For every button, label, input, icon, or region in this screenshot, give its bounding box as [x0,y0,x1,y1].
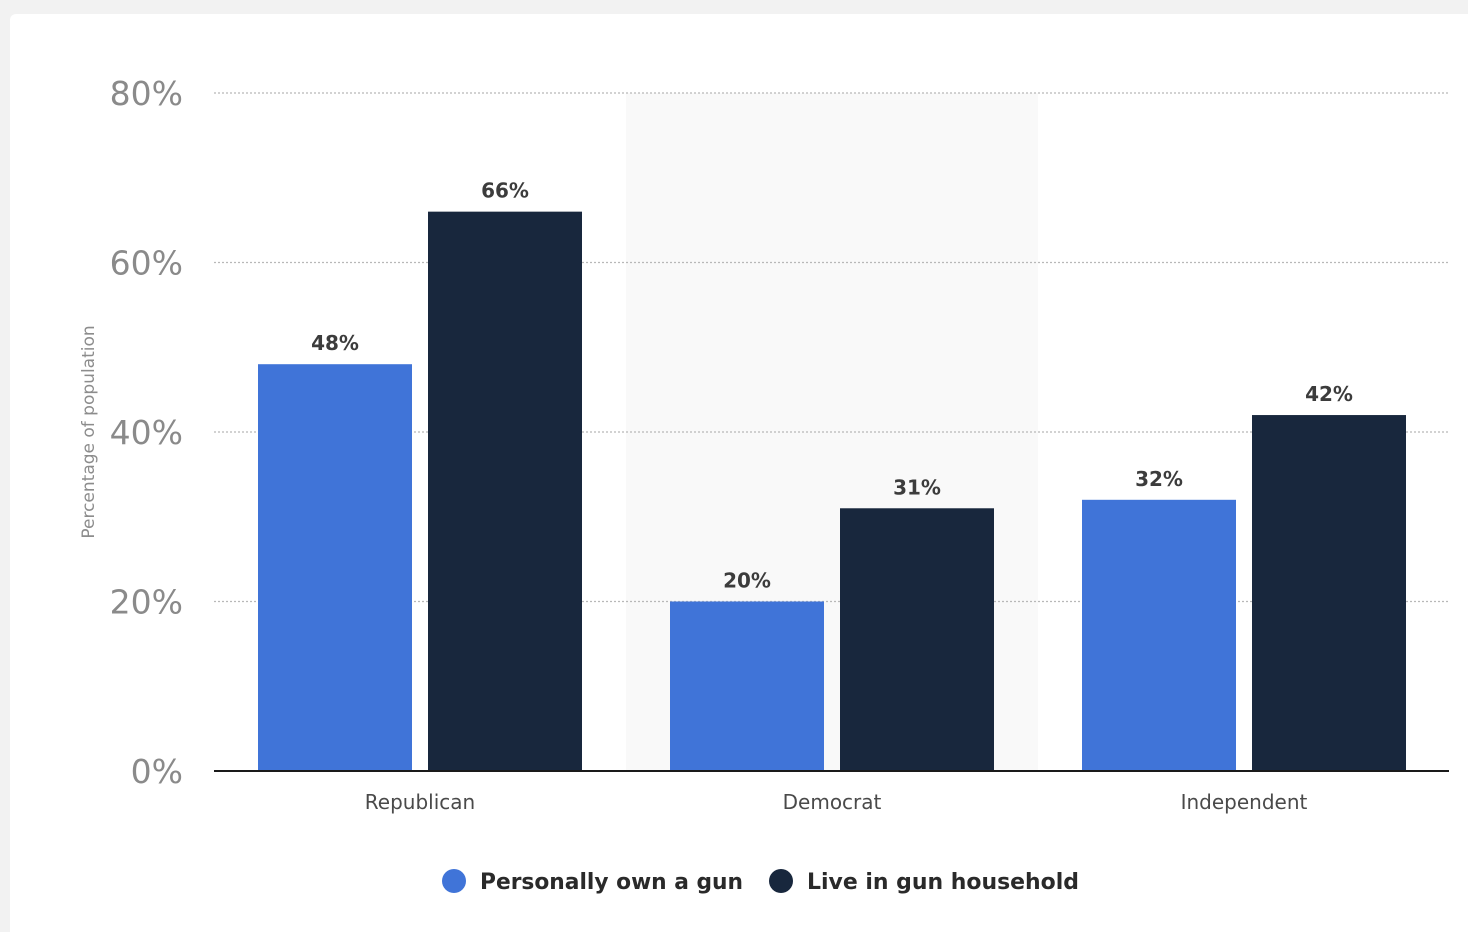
y-axis-title: Percentage of population [79,325,99,538]
bar-independent-own[interactable] [1082,499,1236,771]
y-tick-label: 0% [131,752,183,791]
bar-value-label: 31% [893,475,941,499]
legend-marker [442,869,466,893]
bar-republican-own[interactable] [258,364,412,771]
y-tick-label: 20% [110,583,183,622]
bar-value-label: 42% [1305,382,1353,406]
bar-value-label: 32% [1135,467,1183,491]
x-category-label: Democrat [783,790,882,814]
bar-independent-household[interactable] [1252,415,1406,771]
bar-value-label: 48% [311,331,359,355]
x-category-label: Independent [1181,790,1308,814]
bar-value-label: 66% [481,179,529,203]
x-category-label: Republican [365,790,475,814]
legend-item-label[interactable]: Personally own a gun [480,870,743,895]
y-tick-label: 60% [110,244,183,283]
bar-republican-household[interactable] [428,211,582,771]
legend-marker [769,869,793,893]
legend: Personally own a gun Live in gun househol… [442,869,1079,895]
y-tick-label: 40% [110,413,183,452]
bar-democrat-household[interactable] [840,508,994,771]
legend-item-label[interactable]: Live in gun household [807,870,1079,895]
bar-democrat-own[interactable] [670,601,824,772]
bar-value-label: 20% [723,569,771,593]
y-tick-label: 80% [110,74,183,113]
